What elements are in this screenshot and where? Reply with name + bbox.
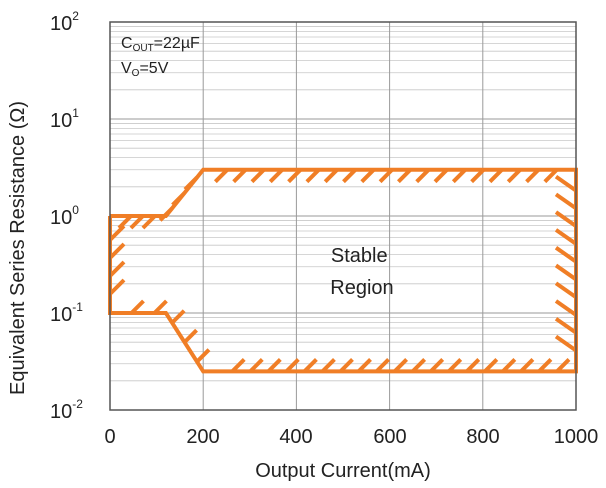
hatch-mark	[108, 242, 126, 260]
hatch-mark	[488, 168, 504, 184]
hatch-mark	[525, 168, 540, 184]
hatch-mark	[415, 168, 431, 184]
hatch-mark	[447, 357, 463, 373]
stable-region-label: Stable Region	[330, 245, 393, 299]
hatch-mark	[171, 191, 186, 207]
hatch-mark	[153, 299, 168, 315]
x-axis-title: Output Current(mA)	[255, 460, 431, 482]
x-tick-label: 400	[279, 426, 312, 448]
hatch-mark	[554, 210, 578, 228]
y-tick-label: 10-2	[50, 397, 83, 423]
hatch-mark	[396, 168, 412, 184]
y-axis-title: Equivalent Series Resistance (Ω)	[7, 101, 29, 395]
hatch-mark	[483, 357, 499, 373]
hatch-mark	[302, 357, 318, 373]
y-tick-label: 100	[50, 203, 79, 229]
cout-condition-label: COUT=22µF	[121, 35, 200, 54]
hatch-mark	[232, 168, 248, 184]
hatch-mark	[506, 168, 522, 184]
hatch-mark	[230, 357, 246, 373]
stable-region-boundary	[108, 167, 578, 374]
hatch-mark	[554, 299, 578, 317]
hatch-mark	[129, 214, 145, 230]
hatch-mark	[555, 357, 571, 373]
hatch-mark	[465, 357, 481, 373]
hatch-mark	[284, 357, 300, 373]
hatch-mark	[543, 168, 559, 184]
hatch-mark	[411, 357, 427, 373]
hatch-mark	[357, 357, 372, 373]
hatch-mark	[393, 357, 409, 373]
hatch-mark	[250, 168, 266, 184]
hatch-mark	[501, 357, 517, 373]
hatch-mark	[108, 278, 126, 296]
y-tick-label: 10-1	[50, 300, 83, 326]
x-tick-label: 600	[373, 426, 406, 448]
hatch-mark	[266, 357, 282, 373]
hatch-mark	[339, 357, 354, 373]
y-tick-label: 101	[50, 106, 79, 132]
hatch-mark	[130, 299, 145, 315]
hatch-mark	[554, 228, 578, 246]
x-tick-label: 0	[104, 426, 115, 448]
x-tick-label: 1000	[554, 426, 599, 448]
hatch-mark	[183, 176, 199, 191]
hatch-mark	[108, 260, 126, 278]
hatch-mark	[268, 168, 284, 184]
hatch-mark	[537, 357, 553, 373]
hatch-mark	[248, 357, 264, 373]
x-tick-label: 200	[186, 426, 219, 448]
hatch-mark	[170, 309, 186, 325]
y-tick-label: 102	[50, 9, 79, 35]
hatch-mark	[342, 168, 357, 184]
hatch-mark	[554, 174, 578, 193]
hatch-mark	[108, 224, 126, 242]
hatch-mark	[158, 206, 174, 222]
hatch-mark	[323, 168, 339, 184]
hatch-mark	[195, 348, 211, 364]
x-tick-label: 800	[466, 426, 499, 448]
hatch-mark	[305, 168, 321, 184]
hatch-mark	[141, 214, 157, 230]
hatch-mark	[554, 192, 578, 211]
hatch-mark	[378, 168, 394, 184]
hatch-mark	[554, 317, 578, 335]
hatch-mark	[117, 214, 133, 230]
hatch-mark	[519, 357, 535, 373]
hatch-mark	[183, 328, 198, 344]
hatch-mark	[554, 246, 578, 264]
vo-condition-label: VO=5V	[121, 60, 169, 79]
hatch-mark	[554, 281, 578, 299]
hatch-mark	[213, 168, 229, 184]
grid-lines	[109, 22, 577, 411]
hatch-mark	[554, 334, 578, 353]
hatch-mark	[321, 357, 336, 373]
hatch-mark	[287, 168, 302, 184]
hatch-mark	[360, 168, 376, 184]
hatch-mark	[451, 168, 467, 184]
hatch-mark	[554, 263, 578, 282]
hatch-mark	[375, 357, 390, 373]
hatch-mark	[470, 168, 486, 184]
hatch-mark	[429, 357, 445, 373]
plot-frame	[109, 21, 577, 411]
hatch-mark	[433, 168, 449, 184]
